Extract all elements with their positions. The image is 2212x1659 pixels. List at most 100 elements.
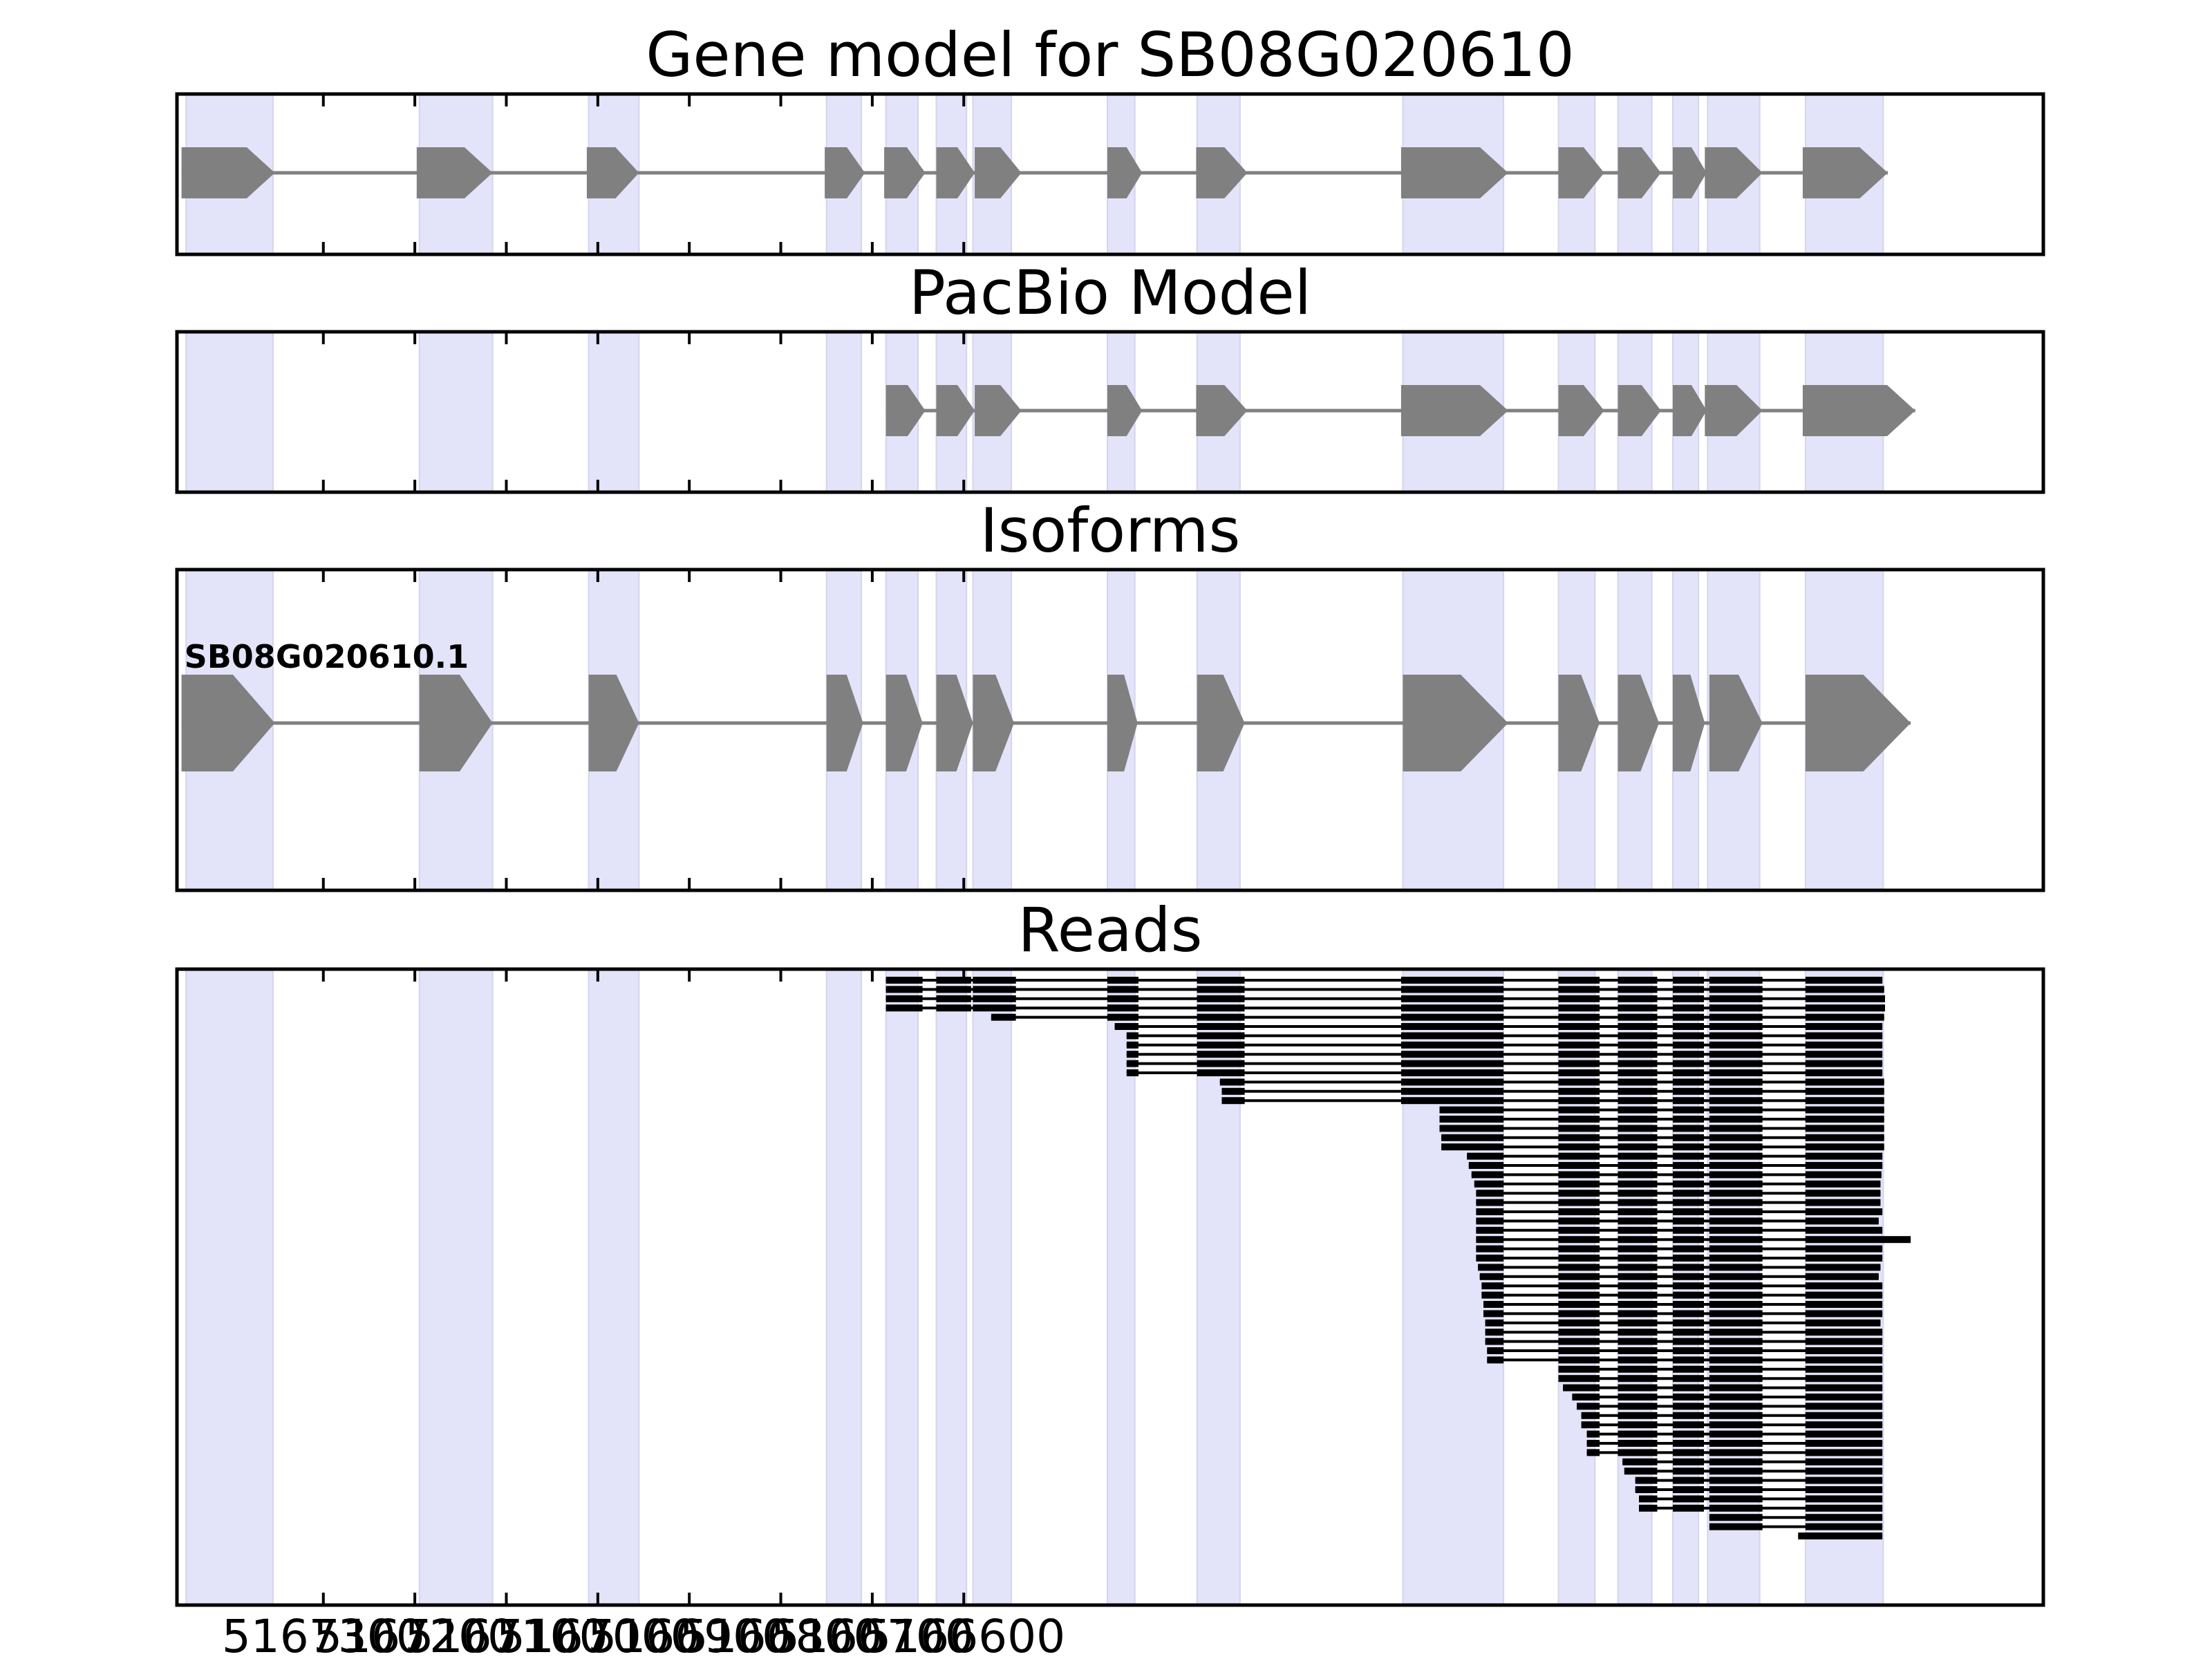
read-block xyxy=(1673,1032,1704,1040)
read-block xyxy=(1709,1264,1763,1271)
read xyxy=(1476,1208,1883,1215)
read-block xyxy=(1618,1226,1658,1234)
read xyxy=(1441,1134,1884,1141)
read xyxy=(885,1004,1885,1012)
read-block xyxy=(1558,1106,1600,1114)
read-block xyxy=(1673,1412,1704,1419)
read xyxy=(1439,1106,1884,1114)
read-block xyxy=(1400,1032,1504,1040)
read-block xyxy=(1618,1329,1658,1336)
read-block xyxy=(1805,1430,1883,1438)
read-block xyxy=(1673,1236,1704,1244)
x-tick-label: 5166900 xyxy=(588,1610,791,1659)
read-block xyxy=(1400,1041,1504,1049)
read xyxy=(1709,1514,1883,1521)
read-block xyxy=(1197,1013,1245,1021)
exon xyxy=(1705,147,1763,198)
read-block xyxy=(1618,1301,1658,1308)
read-block xyxy=(1673,1023,1704,1030)
read-block xyxy=(1558,1199,1600,1206)
highlight-region xyxy=(588,968,640,1606)
x-tick-label: 5166800 xyxy=(679,1610,883,1659)
read-block xyxy=(1805,1116,1884,1123)
read-block xyxy=(1618,1255,1658,1262)
exon xyxy=(975,147,1022,198)
read-block xyxy=(1673,1152,1704,1160)
exon xyxy=(936,385,975,436)
read-block xyxy=(1476,1236,1504,1244)
read-block xyxy=(1558,1162,1600,1169)
read-block xyxy=(1618,1245,1658,1253)
read-block xyxy=(991,1013,1016,1021)
read xyxy=(1639,1504,1883,1512)
exon xyxy=(884,147,926,198)
read xyxy=(1474,1180,1881,1188)
read-block xyxy=(1107,1004,1138,1012)
read-block xyxy=(1558,1375,1600,1382)
read-block xyxy=(1709,1236,1763,1244)
read-block xyxy=(1805,1023,1883,1030)
read-block xyxy=(1709,1097,1763,1105)
read-block xyxy=(1709,1310,1763,1318)
read-block xyxy=(1483,1310,1504,1318)
read-block xyxy=(1400,1097,1504,1105)
read-block xyxy=(1126,1032,1138,1040)
read-block xyxy=(1709,995,1763,1002)
read-block xyxy=(1563,1384,1600,1391)
read-block xyxy=(1673,1495,1704,1503)
read-block xyxy=(1805,1384,1883,1391)
read-block xyxy=(1805,1486,1883,1493)
exon xyxy=(1673,675,1705,771)
panel-title: PacBio Model xyxy=(909,257,1311,328)
read-block xyxy=(1673,1208,1704,1215)
x-tick-label: 5167300 xyxy=(222,1610,425,1659)
read-block xyxy=(973,1004,1016,1012)
read-block xyxy=(1197,1051,1245,1058)
read-block xyxy=(1558,1245,1600,1253)
read-block xyxy=(1107,1013,1138,1021)
read xyxy=(1485,1329,1883,1336)
read-block xyxy=(1805,986,1884,993)
read-block xyxy=(1476,1245,1504,1253)
read-block xyxy=(1618,1412,1658,1419)
read-block xyxy=(1673,1504,1704,1512)
read-block xyxy=(1221,1097,1245,1105)
read-block xyxy=(1673,1319,1704,1327)
read xyxy=(1624,1468,1883,1475)
read-block xyxy=(1400,1013,1504,1021)
highlight-region xyxy=(825,331,862,493)
read-block xyxy=(1618,1060,1658,1067)
read-block xyxy=(1618,1097,1658,1105)
read xyxy=(991,1013,1884,1021)
exon xyxy=(1107,147,1143,198)
read-block xyxy=(1126,1041,1138,1049)
panel-frame xyxy=(175,967,2045,1607)
read-block xyxy=(1805,1310,1883,1318)
read-block xyxy=(1400,977,1504,984)
read-block xyxy=(1481,1291,1504,1299)
read-block xyxy=(1400,1004,1504,1012)
read-block xyxy=(1618,1430,1658,1438)
read-block xyxy=(1709,1403,1763,1410)
read-block xyxy=(1709,1495,1763,1503)
read-block xyxy=(1673,1199,1704,1206)
read-block xyxy=(1709,1338,1763,1345)
read-block xyxy=(1478,1264,1504,1271)
read-block xyxy=(1618,1291,1658,1299)
read xyxy=(1476,1255,1883,1262)
read-block xyxy=(1618,1356,1658,1364)
read-block xyxy=(1709,1394,1763,1400)
read-block xyxy=(1221,1087,1245,1095)
read-block xyxy=(1618,1264,1658,1271)
read-block xyxy=(1558,1264,1600,1271)
read-block xyxy=(1673,1477,1704,1484)
read-block xyxy=(1709,1356,1763,1364)
read-block xyxy=(1126,1051,1138,1058)
read-block xyxy=(1197,986,1245,993)
read-block xyxy=(1673,1180,1704,1188)
read-block xyxy=(1114,1023,1138,1030)
exon xyxy=(1400,147,1508,198)
read-block xyxy=(1618,1421,1658,1429)
read-block xyxy=(1474,1180,1504,1188)
read-block xyxy=(1126,1069,1138,1076)
